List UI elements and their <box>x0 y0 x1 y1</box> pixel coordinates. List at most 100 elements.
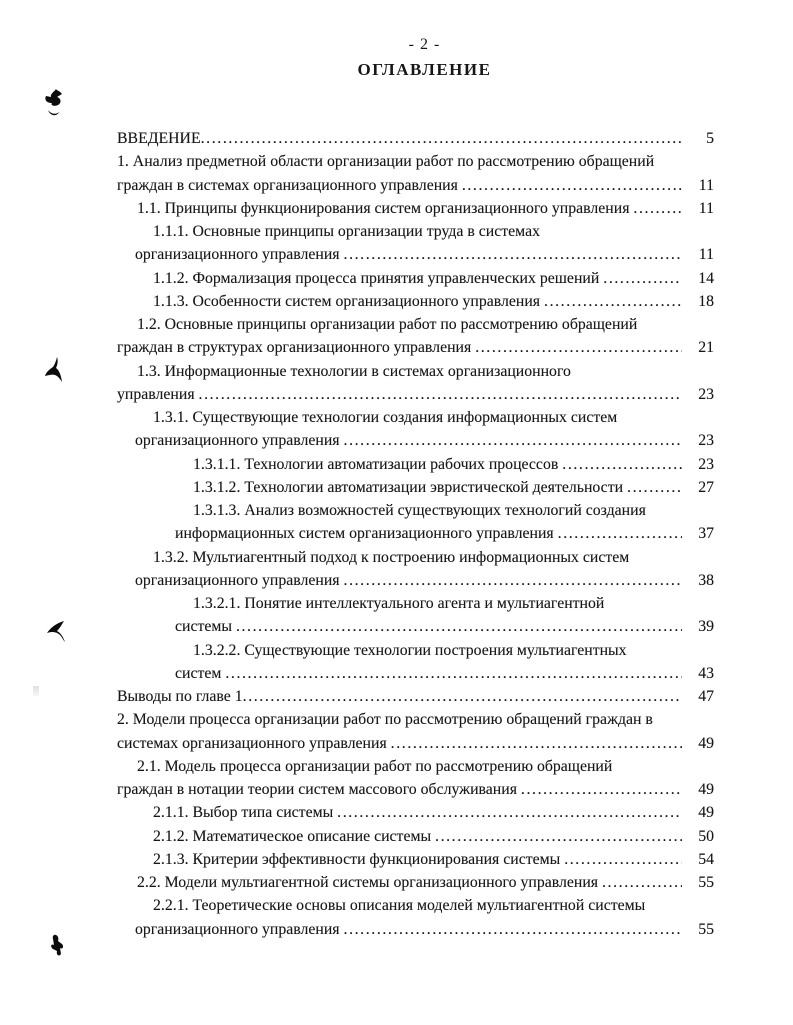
dot-leader: ........................................… <box>475 339 682 357</box>
dot-leader: ........................................… <box>225 664 682 682</box>
toc-entry-text: системах организационного управления <box>117 734 391 752</box>
toc-entry-text: 1.3.1.3. Анализ возможностей существующи… <box>193 502 646 519</box>
toc-page-number: 23 <box>698 455 714 473</box>
dot-leader: ........................................… <box>200 130 682 147</box>
dot-leader: ........................................… <box>603 269 682 287</box>
toc-line: граждан в структурах организационного уп… <box>0 336 793 359</box>
toc-line: граждан в системах организационного упра… <box>0 174 793 197</box>
dot-leader: ........................................… <box>337 804 682 822</box>
toc-entry-text: граждан в системах организационного упра… <box>117 176 462 194</box>
toc-page-number: 43 <box>698 664 714 682</box>
toc-page-number: 47 <box>698 688 714 705</box>
toc-page-number: 39 <box>698 618 714 636</box>
toc-entry-text: организационного управления <box>135 432 344 450</box>
toc-line: 1.3. Информационные технологии в система… <box>0 360 793 383</box>
toc-line: 1.1.2. Формализация процесса принятия уп… <box>0 267 793 290</box>
dot-leader: ........................................… <box>242 688 682 705</box>
toc-entry-text: систем <box>175 664 226 682</box>
toc-line: 1.3.1.1. Технологии автоматизации рабочи… <box>0 453 793 476</box>
toc-entry-text: организационного управления <box>135 246 344 264</box>
toc-page-number: 11 <box>698 246 714 264</box>
toc-page-number: 23 <box>698 385 714 403</box>
toc-line: 2. Модели процесса организации работ по … <box>0 708 793 731</box>
dot-leader: ........................................… <box>520 781 682 798</box>
toc-entry-text: информационных систем организационного у… <box>175 525 558 543</box>
toc-line: 2.2.1. Теоретические основы описания мод… <box>0 894 793 917</box>
toc-entry-text: 1.1.3. Особенности систем организационно… <box>153 292 545 310</box>
toc-entry-text: организационного управления <box>135 571 344 589</box>
dot-leader: ........................................… <box>602 874 682 891</box>
toc-entry-text: 1.3.2.1. Понятие интеллектуального агент… <box>193 595 605 612</box>
toc-page-number: 49 <box>698 781 714 798</box>
toc-entry-text: 1.3.2. Мультиагентный подход к построени… <box>153 548 630 566</box>
dot-leader: ........................................… <box>343 571 682 589</box>
dot-leader: ........................................… <box>461 176 682 194</box>
toc-page-number: 49 <box>698 804 714 822</box>
toc-entry-text: 2.1. Модель процесса организации работ п… <box>137 757 613 775</box>
dot-leader: ........................................… <box>557 525 682 543</box>
toc-line: 1.3.1.2. Технологии автоматизации эврист… <box>0 476 793 499</box>
toc-line: 2.1.2. Математическое описание системы .… <box>0 825 793 848</box>
dot-leader: ........................................… <box>343 432 682 450</box>
toc-line: 2.1.3. Критерии эффективности функционир… <box>0 848 793 871</box>
toc-entry-text: организационного управления <box>135 920 344 938</box>
toc-page-number: 38 <box>698 571 714 589</box>
toc-entry-text: 1.1.2. Формализация процесса принятия уп… <box>153 269 604 287</box>
toc-line: организационного управления ............… <box>0 569 793 592</box>
dot-leader: ........................................… <box>544 292 682 310</box>
toc-entry-text: управления <box>117 385 199 403</box>
toc-page-number: 37 <box>698 525 714 543</box>
toc-line: Выводы по главе 1.......................… <box>0 685 793 708</box>
toc-page-number: 54 <box>698 850 714 868</box>
toc-entry-text: 2.1.1. Выбор типа системы <box>153 804 338 822</box>
toc-line: организационного управления ............… <box>0 918 793 941</box>
dot-leader: ........................................… <box>633 199 682 217</box>
toc-line: 1.3.1.3. Анализ возможностей существующи… <box>0 499 793 522</box>
toc-line: организационного управления ............… <box>0 243 793 266</box>
toc-entry-text: 1.3.2.2. Существующие технологии построе… <box>193 641 627 659</box>
toc-line: 1. Анализ предметной области организации… <box>0 150 793 173</box>
toc-entry-text: системы <box>175 618 236 636</box>
dot-leader: ........................................… <box>435 827 682 845</box>
toc-entry-text: 1.2. Основные принципы организации работ… <box>137 316 638 333</box>
toc-line: 2.1.1. Выбор типа системы ..............… <box>0 801 793 824</box>
toc-page-number: 5 <box>706 130 714 147</box>
toc-line: 1.2. Основные принципы организации работ… <box>0 313 793 336</box>
toc-entry-text: 1.3.1.2. Технологии автоматизации эврист… <box>193 478 628 496</box>
toc-entry-text: 1.1. Принципы функционирования систем ор… <box>137 199 634 217</box>
toc-entry-text: граждан в нотации теории систем массовог… <box>117 781 521 798</box>
toc-page-number: 21 <box>698 339 714 357</box>
ink-blot-icon <box>45 357 62 382</box>
toc-line: системах организационного управления ...… <box>0 732 793 755</box>
toc-line: 1.3.2. Мультиагентный подход к построени… <box>0 546 793 569</box>
toc-line: 2.2. Модели мультиагентной системы орган… <box>0 871 793 894</box>
toc-page-number: 18 <box>698 292 714 310</box>
toc-entry-text: 2. Модели процесса организации работ по … <box>117 711 653 729</box>
toc-line: информационных систем организационного у… <box>0 522 793 545</box>
toc-entry-text: 1.3. Информационные технологии в система… <box>137 362 571 380</box>
toc-entry-text: 1. Анализ предметной области организации… <box>117 153 655 171</box>
toc-page-number: 11 <box>698 199 714 217</box>
toc-line: системы ................................… <box>0 615 793 638</box>
toc-line: граждан в нотации теории систем массовог… <box>0 778 793 801</box>
toc-line: управления .............................… <box>0 383 793 406</box>
toc-line: 1.1.1. Основные принципы организации тру… <box>0 220 793 243</box>
page-title: ОГЛАВЛЕНИЕ <box>357 60 492 79</box>
toc-entry-text: 2.2. Модели мультиагентной системы орган… <box>137 874 602 891</box>
dot-leader: ........................................… <box>343 920 682 938</box>
dot-leader: ........................................… <box>343 246 682 264</box>
toc-entry-text: 2.2.1. Теоретические основы описания мод… <box>153 897 646 915</box>
toc-entry-text: 2.1.2. Математическое описание системы <box>153 827 436 845</box>
toc-entry-text: 1.3.1.1. Технологии автоматизации рабочи… <box>193 455 563 473</box>
toc-page-number: 49 <box>698 734 714 752</box>
toc-page-number: 23 <box>698 432 714 450</box>
toc-line: 2.1. Модель процесса организации работ п… <box>0 755 793 778</box>
toc-entry-text: 2.1.3. Критерии эффективности функционир… <box>153 850 565 868</box>
toc-line: ВВЕДЕНИЕ................................… <box>0 127 793 150</box>
ink-blot-icon <box>45 89 62 116</box>
toc-page-number: 50 <box>698 827 714 845</box>
toc-line: 1.3.1. Существующие технологии создания … <box>0 406 793 429</box>
dot-leader: ........................................… <box>198 385 682 403</box>
ink-blot-icon <box>51 934 64 956</box>
